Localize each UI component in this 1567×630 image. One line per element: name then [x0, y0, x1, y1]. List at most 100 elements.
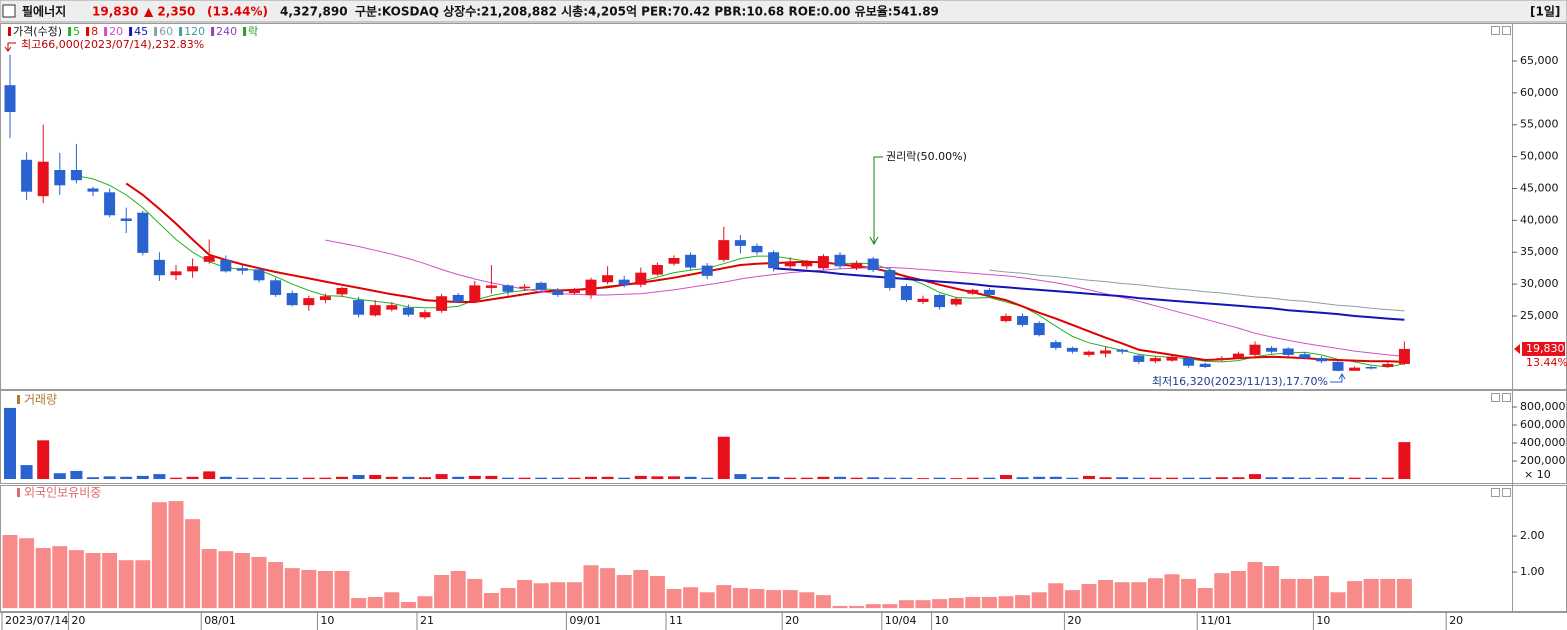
panel-button[interactable] [1491, 488, 1500, 497]
candle-body [1282, 348, 1294, 355]
bar [1116, 477, 1129, 480]
candle-body [834, 254, 846, 267]
bar [1330, 592, 1346, 609]
y-tick-label: 50,000 [1520, 150, 1559, 163]
candle-body [967, 289, 979, 294]
bar [1332, 477, 1344, 480]
bar [286, 477, 299, 480]
bar [834, 476, 846, 480]
legend-marker [243, 27, 247, 36]
bar [70, 470, 83, 480]
bar [1016, 477, 1029, 480]
volume-unit: × 10 [1524, 468, 1551, 481]
x-tick-label: 08/01 [204, 614, 236, 627]
low-label: 최저16,320(2023/11/13),17.70% [1152, 375, 1328, 388]
price: 19,830 [92, 5, 138, 19]
legend-marker [8, 27, 11, 36]
bar [666, 589, 682, 609]
period[interactable]: [1일] [1530, 5, 1560, 19]
bar [1313, 576, 1329, 609]
candle-body [1266, 347, 1278, 352]
bar [1083, 475, 1095, 480]
bar [784, 477, 797, 480]
panel-button[interactable] [1502, 26, 1511, 35]
panel-button[interactable] [1491, 26, 1500, 35]
title-marker [17, 395, 20, 404]
bar [1181, 578, 1197, 609]
bar [585, 476, 597, 480]
candle-body [1398, 348, 1410, 364]
bar [1215, 477, 1228, 480]
bar [203, 471, 216, 480]
candle-body [1066, 347, 1078, 352]
bar [849, 605, 865, 609]
bar [898, 600, 914, 609]
candle-body [54, 170, 66, 186]
candle-body [37, 161, 49, 197]
candle-body [751, 245, 763, 253]
bar [500, 587, 516, 609]
candle-body [4, 85, 16, 112]
volume-title: 거래량 [24, 393, 57, 407]
bar [168, 501, 184, 609]
panel-button[interactable] [1502, 488, 1511, 497]
bar [87, 477, 99, 480]
x-tick-label: 21 [420, 614, 434, 627]
panel-button[interactable] [1491, 393, 1500, 402]
bar [550, 582, 566, 609]
candle-body [934, 294, 946, 308]
legend-label: 60 [159, 25, 173, 38]
low-arrow [1330, 373, 1346, 383]
bar [1099, 477, 1112, 480]
x-tick-label: 20 [785, 614, 799, 627]
bar [1381, 477, 1394, 480]
candle-body [452, 294, 464, 302]
bar [417, 596, 433, 609]
candle-body [801, 262, 813, 267]
x-tick-label: 10 [1316, 614, 1330, 627]
ma-line [773, 267, 1405, 321]
candle-body [187, 266, 199, 272]
candle-body [1183, 358, 1195, 366]
bar [517, 580, 533, 609]
candle-body [253, 269, 265, 281]
candle-body [917, 298, 929, 302]
bar [102, 553, 118, 609]
bar [251, 556, 267, 609]
bar [468, 475, 481, 480]
bar [799, 592, 815, 609]
bar [450, 571, 466, 609]
bar [1197, 587, 1213, 609]
candle-body [552, 290, 564, 295]
bar [485, 475, 498, 480]
checkbox[interactable] [2, 4, 16, 18]
candle-body [1249, 344, 1261, 355]
bar [1147, 578, 1163, 609]
bar [998, 596, 1014, 609]
volume: 4,327,890 [280, 5, 348, 19]
x-tick-label: 20 [71, 614, 85, 627]
change: ▲ 2,350 [144, 5, 195, 19]
bar [53, 473, 66, 480]
info: 구분:KOSDAQ 상장수:21,208,882 시총:4,205억 PER:7… [355, 4, 939, 19]
legend-label: 45 [134, 25, 148, 38]
bar [1380, 578, 1396, 609]
bar [1098, 580, 1114, 609]
y-tick-label: 2.00 [1520, 529, 1545, 542]
candle-body [1315, 358, 1327, 362]
x-tick-label: 10/04 [885, 614, 917, 627]
x-tick-label: 20 [1067, 614, 1081, 627]
panel-button[interactable] [1502, 393, 1511, 402]
bar [616, 574, 632, 609]
bar [103, 476, 116, 480]
bar [1048, 583, 1064, 609]
bar [336, 476, 348, 480]
bar [915, 600, 931, 609]
x-tick-label: 11 [669, 614, 683, 627]
x-tick-label: 10 [320, 614, 334, 627]
y-tick-label: 200,000 [1520, 454, 1566, 467]
candle-body [203, 256, 215, 262]
candle-body [236, 268, 248, 271]
candle-body [668, 257, 680, 264]
